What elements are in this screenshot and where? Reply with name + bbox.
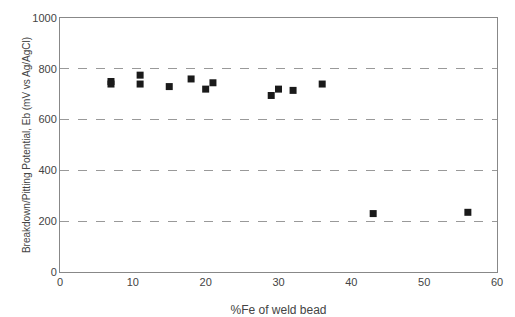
- svg-text:30: 30: [272, 276, 284, 288]
- svg-text:600: 600: [38, 113, 56, 125]
- svg-text:10: 10: [127, 276, 139, 288]
- svg-text:0: 0: [57, 276, 63, 288]
- svg-text:400: 400: [38, 164, 56, 176]
- svg-text:Breakdown/Pitting Potential, E: Breakdown/Pitting Potential, Eb (mV vs A…: [21, 37, 32, 253]
- svg-text:60: 60: [491, 276, 503, 288]
- svg-text:20: 20: [200, 276, 212, 288]
- svg-text:40: 40: [345, 276, 357, 288]
- svg-text:200: 200: [38, 215, 56, 227]
- svg-text:0: 0: [51, 266, 57, 278]
- svg-text:%Fe of weld bead: %Fe of weld bead: [230, 303, 326, 317]
- svg-text:800: 800: [38, 63, 56, 75]
- svg-text:50: 50: [418, 276, 430, 288]
- svg-text:1000: 1000: [32, 12, 56, 24]
